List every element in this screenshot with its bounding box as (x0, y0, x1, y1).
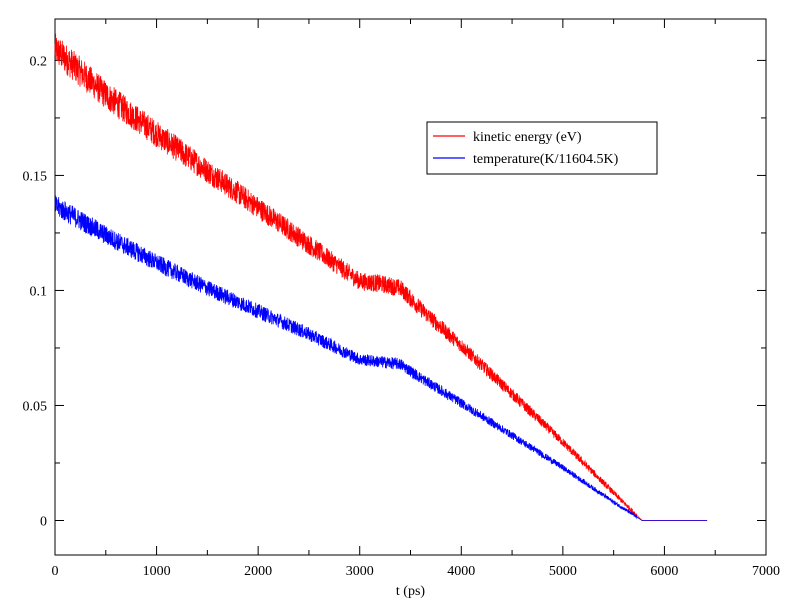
x-axis-label: t (ps) (396, 584, 426, 599)
x-tick-label: 0 (52, 564, 59, 579)
x-tick-label: 1000 (143, 564, 171, 579)
y-tick-label: 0.05 (23, 399, 48, 414)
series-line-temperature (54, 195, 708, 521)
x-tick-label: 2000 (244, 564, 272, 579)
y-tick-label: 0.15 (23, 169, 48, 184)
y-tick-label: 0 (40, 514, 47, 529)
x-tick-label: 4000 (447, 564, 475, 579)
plot-frame (54, 18, 767, 556)
x-tick-label: 7000 (752, 564, 780, 579)
legend-entry: temperature(K/11604.5K) (473, 152, 619, 167)
legend-box (426, 121, 658, 175)
series-layer (54, 33, 708, 521)
legend: kinetic energy (eV) temperature(K/11604.5… (426, 121, 658, 175)
x-tick-label: 3000 (346, 564, 374, 579)
x-tick-label: 6000 (650, 564, 678, 579)
x-tick-label: 5000 (549, 564, 577, 579)
y-tick-label: 0.2 (30, 54, 48, 69)
axis-ticks: 0 1000 2000 3000 4000 5000 6000 7000 0 0.05 0.1 0.1… (23, 19, 780, 579)
legend-entry: kinetic energy (eV) (473, 130, 582, 145)
y-tick-label: 0.1 (30, 284, 48, 299)
series-line-kinetic-energy (54, 33, 708, 521)
